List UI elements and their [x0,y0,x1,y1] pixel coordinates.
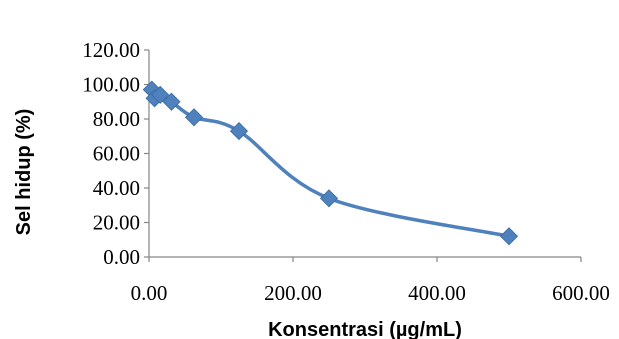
data-point-marker [229,122,249,141]
data-point-marker [499,227,519,246]
axes: 0.00 20.00 40.00 60.00 80.00 100.00 120.00 0.0… [82,38,610,305]
x-tick-label: 600.00 [552,281,610,305]
x-axis-title: Konsentrasi (µg/mL) [268,319,462,339]
y-ticks: 0.00 20.00 40.00 60.00 80.00 100.00 120.00 [82,38,149,269]
y-tick-label: 0.00 [103,245,140,269]
data-point-marker [184,108,204,127]
y-tick-label: 80.00 [93,107,140,131]
series-markers [142,80,519,246]
x-ticks: 0.00 200.00 400.00 600.00 [131,257,610,305]
y-axis-title: Sel hidup (%) [13,109,35,236]
x-tick-label: 400.00 [408,281,466,305]
data-point-marker [151,85,170,104]
x-tick-label: 200.00 [264,281,322,305]
y-tick-label: 60.00 [93,142,140,166]
data-point-marker [319,189,339,208]
series-line [150,87,511,239]
data-point-marker [162,92,181,111]
y-tick-label: 40.00 [93,176,140,200]
x-tick-label: 0.00 [131,281,168,305]
y-tick-label: 100.00 [82,73,140,97]
y-tick-label: 20.00 [93,211,140,235]
y-tick-label: 120.00 [82,38,140,62]
